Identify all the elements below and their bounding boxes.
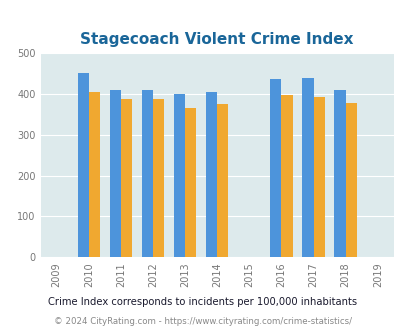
Bar [302, 78, 313, 257]
Bar [89, 92, 100, 257]
Title: Stagecoach Violent Crime Index: Stagecoach Violent Crime Index [80, 32, 353, 48]
Bar [109, 90, 121, 257]
Bar [345, 103, 356, 257]
Bar [121, 99, 132, 257]
Bar [334, 90, 345, 257]
Bar [141, 90, 153, 257]
Bar [205, 92, 217, 257]
Bar [185, 108, 196, 257]
Bar [217, 104, 228, 257]
Bar [77, 73, 89, 257]
Bar [153, 99, 164, 257]
Text: Crime Index corresponds to incidents per 100,000 inhabitants: Crime Index corresponds to incidents per… [48, 297, 357, 307]
Bar [173, 94, 185, 257]
Bar [269, 80, 281, 257]
Bar [281, 95, 292, 257]
Bar [313, 97, 324, 257]
Text: © 2024 CityRating.com - https://www.cityrating.com/crime-statistics/: © 2024 CityRating.com - https://www.city… [54, 317, 351, 326]
